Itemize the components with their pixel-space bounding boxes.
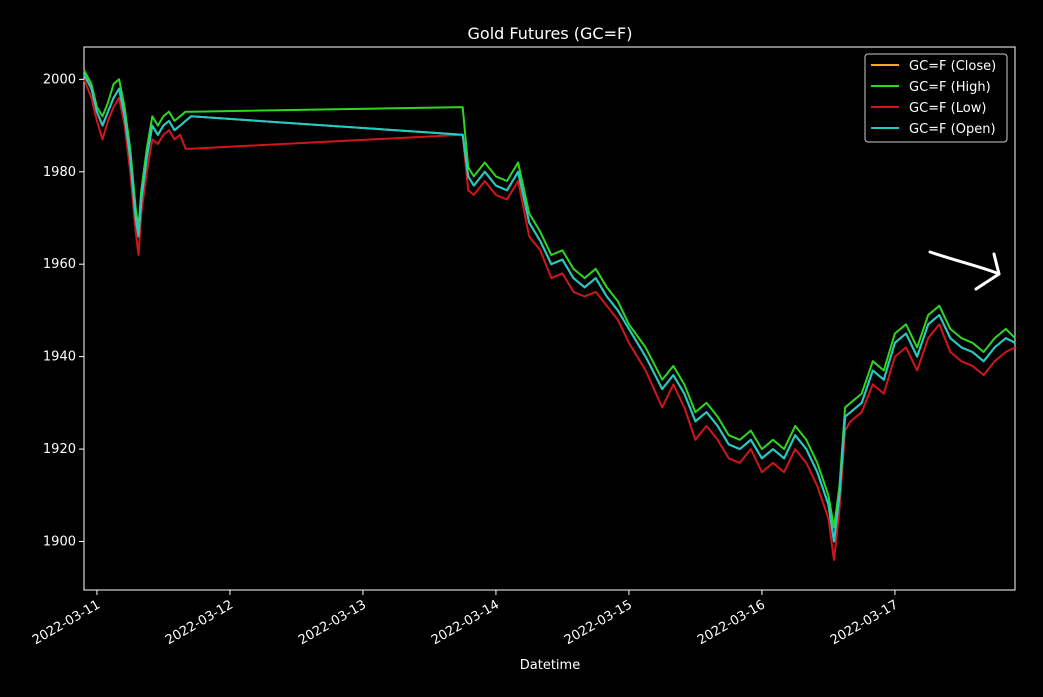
y-tick-label: 1900 [43, 534, 76, 549]
arrow-head [974, 252, 1001, 291]
x-axis-label: Datetime [520, 658, 580, 673]
chart-title: Gold Futures (GC=F) [468, 24, 633, 43]
y-tick-label: 1960 [43, 257, 76, 272]
y-tick-label: 1940 [43, 350, 76, 365]
plot-area [83, 46, 1016, 591]
y-tick-label: 1920 [43, 442, 76, 457]
y-tick-label: 1980 [43, 165, 76, 180]
series-line-3 [83, 74, 1016, 543]
arrow-shaft [928, 250, 1001, 276]
y-tick-label: 2000 [43, 72, 76, 87]
legend-label: GC=F (Open) [909, 122, 996, 137]
arrow-annotation [928, 250, 1001, 291]
series-line-1 [83, 69, 1016, 529]
y-axis: 1900 1920 1940 1960 1980 2000 [43, 72, 84, 549]
legend-label: GC=F (Close) [909, 59, 996, 74]
series-line-2 [83, 78, 1016, 561]
legend-label: GC=F (Low) [909, 101, 986, 116]
series-layer [83, 69, 1016, 561]
legend: GC=F (Close) GC=F (High) GC=F (Low) GC=F (O… [864, 53, 1008, 143]
legend-label: GC=F (High) [909, 80, 991, 95]
legend-box [864, 53, 1008, 143]
